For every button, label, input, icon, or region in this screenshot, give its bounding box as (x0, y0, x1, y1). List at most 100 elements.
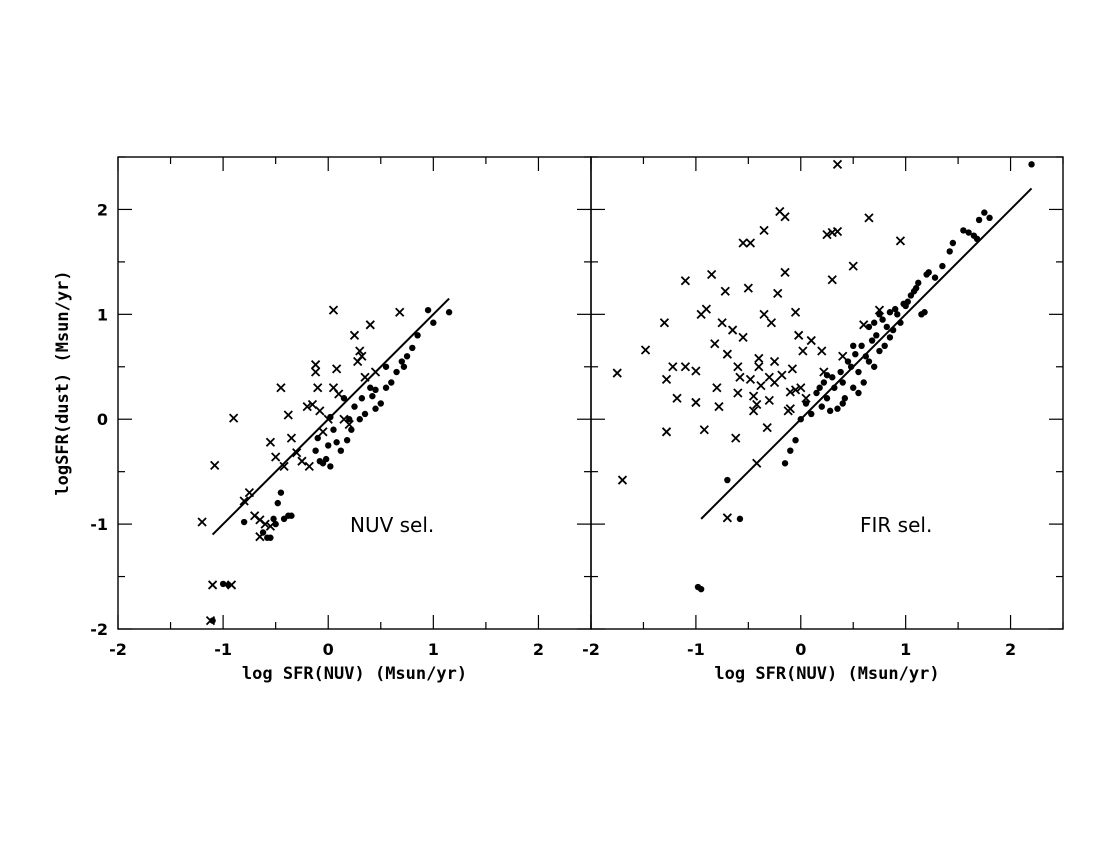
dot-marker (330, 426, 337, 433)
dot-marker (327, 463, 334, 470)
dot-marker (823, 395, 831, 402)
dot-marker (361, 410, 369, 418)
dot-marker (802, 400, 810, 407)
cross-marker (207, 580, 218, 590)
dot-marker (871, 363, 878, 370)
dot-marker (377, 400, 384, 407)
dot-marker (876, 311, 883, 318)
left-x-tick-label: -1 (214, 640, 232, 659)
dot-marker (343, 437, 351, 444)
cross-marker (292, 448, 302, 458)
dot-marker (367, 384, 374, 391)
left-y-tick-label: -1 (90, 515, 108, 534)
left-data-points (197, 305, 453, 626)
cross-marker (210, 460, 220, 471)
cross-marker (197, 517, 207, 527)
cross-marker (349, 330, 360, 340)
cross-marker (769, 356, 780, 367)
cross-marker (310, 367, 321, 377)
dot-marker (322, 455, 330, 463)
cross-marker (838, 351, 848, 361)
cross-marker (773, 288, 783, 298)
cross-marker (787, 364, 798, 374)
dot-marker (865, 358, 873, 365)
cross-marker (706, 269, 717, 280)
dot-marker (850, 384, 857, 391)
dot-marker (274, 499, 281, 507)
cross-marker (328, 383, 339, 393)
right-axis-ticks: -2 -1 0 1 2 (582, 156, 1064, 659)
dot-marker (240, 518, 248, 526)
dot-marker (372, 386, 379, 394)
cross-marker (832, 159, 843, 169)
dot-marker (839, 400, 846, 407)
dot-marker (340, 395, 348, 402)
dot-marker (382, 384, 390, 391)
cross-marker (745, 374, 756, 385)
dot-marker (858, 342, 865, 349)
cross-marker (283, 410, 293, 420)
cross-marker (743, 283, 753, 293)
left-axis-ticks: -2 -1 0 1 2 -2 -1 0 1 2 (90, 156, 592, 659)
dot-marker (445, 309, 453, 316)
cross-marker (738, 238, 748, 248)
cross-marker (738, 332, 748, 343)
cross-marker (691, 397, 701, 408)
dot-marker (351, 403, 358, 410)
cross-marker (659, 318, 670, 328)
cross-marker (759, 225, 769, 236)
left-y-tick-label: 2 (97, 200, 108, 219)
dot-marker (393, 368, 400, 376)
dot-marker (960, 227, 967, 234)
cross-marker (764, 395, 774, 405)
dot-marker (818, 403, 825, 410)
cross-marker (794, 330, 804, 340)
dot-marker (787, 447, 794, 454)
dot-marker (356, 416, 363, 423)
dot-marker (871, 319, 878, 326)
dot-marker (829, 374, 836, 381)
cross-marker (848, 261, 858, 271)
dot-marker (946, 248, 953, 255)
cross-marker (780, 267, 790, 278)
dot-marker (915, 279, 922, 287)
dot-marker (904, 298, 911, 305)
right-x-tick-label: 0 (795, 640, 806, 659)
dot-marker (267, 534, 274, 541)
cross-marker (798, 346, 808, 356)
dot-marker (369, 392, 376, 400)
dot-marker (876, 347, 883, 355)
cross-marker (822, 229, 832, 240)
dot-marker (792, 437, 799, 444)
dot-marker (808, 410, 815, 418)
cross-marker (279, 461, 289, 472)
cross-marker (297, 456, 307, 466)
dot-marker (409, 344, 416, 352)
dot-marker (781, 460, 789, 467)
cross-marker (712, 383, 722, 393)
y-axis-label: logSFR(dust) (Msun/yr) (53, 270, 73, 495)
cross-marker (395, 307, 405, 317)
dot-marker (398, 358, 405, 365)
cross-marker (762, 422, 772, 433)
dot-marker (382, 363, 390, 370)
cross-marker (680, 362, 691, 372)
dot-marker (209, 617, 216, 624)
cross-marker (260, 519, 270, 529)
cross-marker (307, 399, 318, 410)
cross-marker (790, 385, 801, 395)
dot-marker (855, 368, 862, 376)
dot-marker (225, 581, 232, 589)
dot-marker (816, 384, 823, 391)
dot-marker (965, 229, 972, 236)
dot-marker (873, 332, 880, 339)
cross-marker (722, 349, 732, 359)
cross-marker (754, 362, 764, 372)
dot-marker (430, 319, 437, 326)
dot-marker (949, 239, 957, 247)
dot-marker (891, 305, 899, 313)
cross-marker (357, 351, 367, 361)
cross-marker (745, 238, 756, 248)
cross-marker (328, 305, 339, 315)
dot-marker (272, 520, 279, 528)
